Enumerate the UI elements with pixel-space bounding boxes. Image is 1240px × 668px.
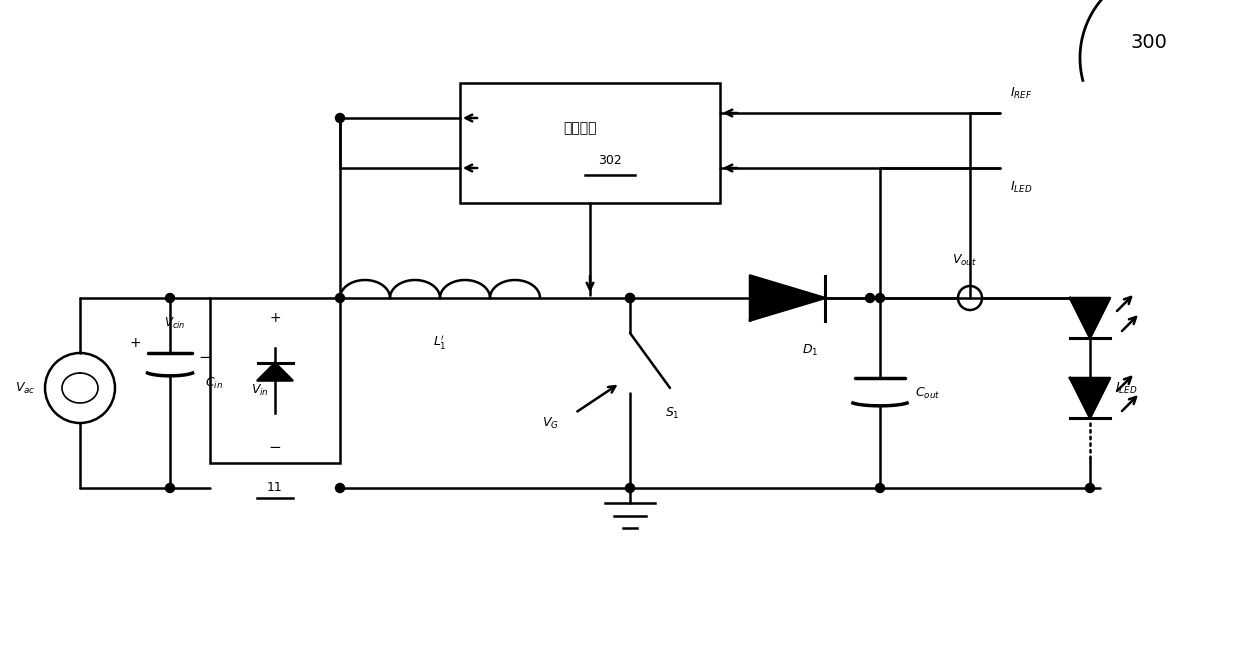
Text: 11: 11: [267, 481, 283, 494]
Circle shape: [336, 293, 345, 303]
Circle shape: [165, 293, 175, 303]
Bar: [460, 83, 720, 203]
Text: +: +: [129, 336, 141, 350]
Circle shape: [1085, 484, 1095, 492]
Polygon shape: [258, 363, 293, 381]
Text: $V_{in}$: $V_{in}$: [250, 383, 269, 398]
Circle shape: [625, 293, 635, 303]
Text: $V_{out}$: $V_{out}$: [952, 253, 977, 268]
Text: $V_{ac}$: $V_{ac}$: [15, 381, 35, 395]
Text: 302: 302: [598, 154, 622, 168]
Text: $V_{cin}$: $V_{cin}$: [164, 315, 186, 331]
Text: 300: 300: [1130, 33, 1167, 53]
Text: −: −: [198, 351, 211, 365]
Circle shape: [875, 293, 884, 303]
Polygon shape: [1070, 378, 1110, 418]
Text: 控制电路: 控制电路: [563, 121, 596, 135]
Text: +: +: [269, 311, 280, 325]
Text: $D_1$: $D_1$: [802, 343, 818, 358]
Circle shape: [336, 114, 345, 122]
Circle shape: [336, 484, 345, 492]
Polygon shape: [750, 275, 825, 321]
Circle shape: [165, 484, 175, 492]
Text: $L_1'$: $L_1'$: [433, 333, 446, 351]
Bar: [210, 298, 340, 463]
Text: $C_{in}$: $C_{in}$: [205, 375, 223, 391]
Text: −: −: [269, 440, 281, 456]
Polygon shape: [1070, 298, 1110, 338]
Text: $V_G$: $V_G$: [542, 415, 558, 431]
Circle shape: [625, 293, 635, 303]
Text: $C_{out}$: $C_{out}$: [915, 385, 940, 401]
Circle shape: [875, 484, 884, 492]
Circle shape: [866, 293, 874, 303]
Text: $I_{LED}$: $I_{LED}$: [1115, 381, 1137, 395]
Text: $I_{REF}$: $I_{REF}$: [1011, 86, 1033, 101]
Circle shape: [625, 484, 635, 492]
Text: $S_1$: $S_1$: [665, 405, 680, 421]
Text: $I_{LED}$: $I_{LED}$: [1011, 180, 1033, 195]
